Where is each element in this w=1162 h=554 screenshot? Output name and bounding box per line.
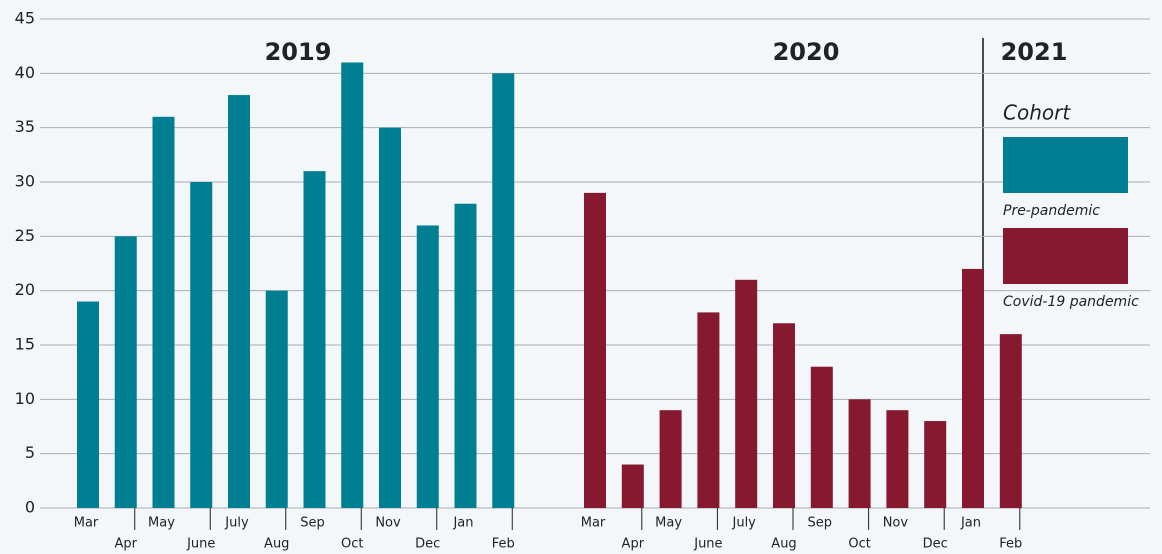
bar [924,421,947,508]
bar [886,410,909,508]
year-label: 2021 [1001,38,1068,66]
x-tick-label: June [693,537,722,552]
x-tick-label: Sep [300,516,325,531]
y-tick-label: 40 [15,63,35,82]
bar [697,312,720,508]
x-tick-label: Mar [581,516,606,531]
x-tick-label: Feb [999,537,1022,552]
bar [152,116,175,509]
x-tick-label: Jan [960,516,981,531]
bar [228,95,250,509]
bar [492,73,515,508]
y-tick-label: 20 [15,280,35,299]
x-tick-label: Jan [452,516,473,531]
x-tick-label: Apr [622,537,645,552]
x-tick-label: Feb [492,537,515,552]
legend-title: Cohort [1003,101,1071,125]
bar [999,334,1022,508]
bar [810,366,833,508]
bar [962,268,984,508]
year-label: 2020 [773,38,840,66]
x-tick-label: July [224,516,249,531]
bar [190,182,213,508]
legend-swatch [1003,137,1128,193]
bar [265,290,288,508]
y-tick-label: 45 [15,9,35,28]
legend-label: Pre-pandemic [1003,203,1100,219]
legend-swatch [1003,228,1128,284]
x-tick-label: Oct [341,537,363,552]
x-tick-label: Apr [115,537,138,552]
year-label: 2019 [265,38,332,66]
bar [773,323,795,508]
bar [621,464,644,508]
x-tick-label: June [186,537,215,552]
x-tick-label: Mar [74,516,99,531]
x-tick-label: Aug [771,537,796,552]
bar [659,410,682,508]
y-tick-label: 25 [15,226,35,245]
x-tick-label: Nov [883,516,909,531]
bar [735,279,758,508]
x-tick-label: Dec [415,537,440,552]
y-tick-label: 5 [25,443,35,462]
bar [454,203,477,508]
y-tick-label: 35 [15,117,35,136]
bar [416,225,439,508]
x-tick-label: Dec [923,537,948,552]
x-tick-label: May [148,516,175,531]
y-tick-label: 30 [15,172,35,191]
bar [303,171,326,508]
y-tick-label: 0 [25,498,35,517]
x-tick-label: Nov [375,516,401,531]
bar [379,127,401,509]
x-tick-label: Sep [808,516,833,531]
x-tick-label: May [655,516,682,531]
bar [77,301,99,508]
bar [341,62,364,508]
x-tick-label: Oct [848,537,870,552]
y-tick-label: 15 [15,335,35,354]
bar [848,399,871,508]
x-tick-label: July [732,516,757,531]
legend-label: Covid-19 pandemic [1003,294,1139,310]
bar [114,236,137,509]
bar [584,192,606,508]
y-tick-label: 10 [15,389,35,408]
x-tick-label: Aug [264,537,289,552]
